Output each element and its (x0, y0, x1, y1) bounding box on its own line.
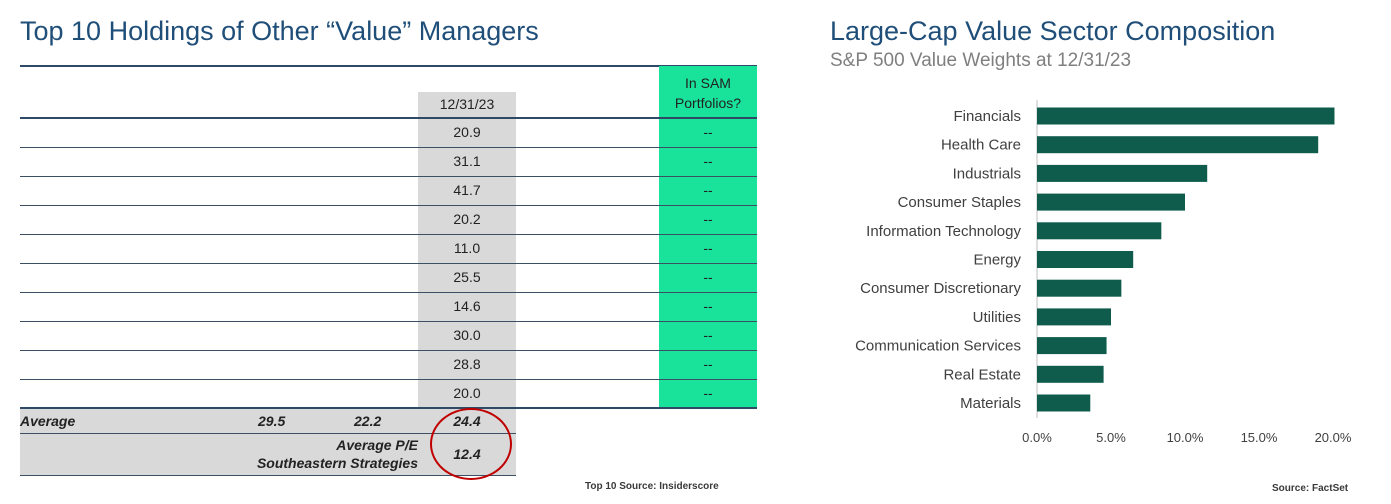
chart-subtitle: S&P 500 Value Weights at 12/31/23 (830, 50, 1132, 71)
x-tick-label: 20.0% (1315, 430, 1352, 445)
row-divider (20, 263, 757, 264)
pe-cell: 14.6 (453, 298, 481, 314)
highlight-circle (430, 408, 512, 480)
strategies-label-line2: Southeastern Strategies (256, 455, 418, 471)
bar-energy (1037, 251, 1134, 268)
category-label: Consumer Discretionary (860, 280, 1021, 297)
bar-materials (1037, 394, 1091, 412)
sam-cell: -- (703, 356, 713, 372)
table-top-border (20, 65, 757, 67)
x-tick-label: 5.0% (1096, 430, 1126, 445)
category-label: Materials (960, 395, 1021, 412)
right-source: Source: FactSet (1272, 483, 1349, 494)
bar-consumer-discretionary (1037, 279, 1122, 297)
x-tick-label: 15.0% (1241, 430, 1278, 445)
row-divider (20, 379, 757, 380)
category-label: Energy (973, 252, 1021, 269)
x-tick-label: 0.0% (1022, 430, 1052, 445)
table-bottom-border (20, 475, 516, 476)
row-divider (20, 205, 757, 206)
sam-cell: -- (703, 182, 713, 198)
left-source: Top 10 Source: Insiderscore (585, 481, 719, 492)
average-label: Average (20, 413, 76, 429)
sam-cell: -- (703, 269, 713, 285)
sam-cell: -- (703, 153, 713, 169)
sam-cell: -- (703, 211, 713, 227)
bar-health-care (1037, 136, 1319, 154)
pe-cell: 41.7 (453, 182, 481, 198)
average-value: 29.5 (258, 413, 286, 429)
pe-cell: 11.0 (453, 240, 481, 256)
pe-cell: 28.8 (453, 356, 481, 372)
category-label: Utilities (973, 309, 1021, 326)
row-divider (20, 321, 757, 322)
pe-cell: 20.2 (453, 211, 481, 227)
x-tick-label: 10.0% (1167, 430, 1204, 445)
header-bottom-border (20, 117, 757, 119)
pe-cell: 31.1 (453, 153, 481, 169)
bar-information-technology (1037, 222, 1162, 240)
sam-cell: -- (703, 327, 713, 343)
pe-cell: 30.0 (453, 327, 481, 343)
row-divider (20, 176, 757, 177)
chart-title: Large-Cap Value Sector Composition (830, 16, 1276, 46)
sam-header-line2: Portfolios? (674, 95, 742, 111)
sam-cell: -- (703, 298, 713, 314)
sam-column (659, 66, 757, 408)
category-label: Communication Services (855, 338, 1021, 355)
row-divider (20, 350, 757, 351)
data-bottom-border (20, 407, 757, 409)
sam-cell: -- (703, 385, 713, 401)
bar-real-estate (1037, 365, 1104, 383)
bar-industrials (1037, 164, 1208, 182)
pe-cell: 20.9 (453, 124, 481, 140)
sam-cell: -- (703, 240, 713, 256)
pe-cell: 25.5 (453, 269, 481, 285)
sam-cell: -- (703, 124, 713, 140)
bar-communication-services (1037, 337, 1107, 355)
pe-cell: 20.0 (453, 385, 481, 401)
average-divider (20, 433, 516, 434)
category-label: Financials (953, 108, 1021, 125)
bar-utilities (1037, 308, 1111, 326)
category-label: Real Estate (943, 366, 1021, 383)
category-label: Consumer Staples (898, 194, 1021, 211)
row-divider (20, 147, 757, 148)
row-divider (20, 234, 757, 235)
left-panel-title: Top 10 Holdings of Other “Value” Manager… (20, 16, 539, 46)
bar-financials (1037, 107, 1335, 125)
bar-consumer-staples (1037, 193, 1185, 211)
category-label: Information Technology (866, 223, 1021, 240)
row-divider (20, 292, 757, 293)
average-value: 22.2 (354, 413, 382, 429)
date-header: 12/31/23 (439, 96, 495, 112)
strategies-label-line1: Average P/E (336, 437, 418, 453)
sam-header-line1: In SAM (685, 75, 731, 91)
category-label: Industrials (953, 165, 1021, 182)
category-label: Health Care (941, 137, 1021, 154)
pe-column (418, 92, 516, 408)
